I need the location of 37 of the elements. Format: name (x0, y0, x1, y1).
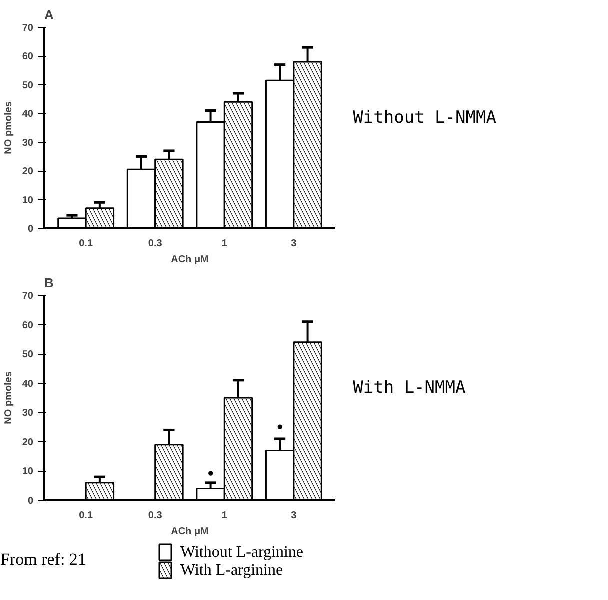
y-axis-title: NO pmoles (3, 371, 14, 424)
x-tick-label: 1 (222, 510, 228, 522)
y-tick-label: 30 (22, 138, 34, 149)
y-tick-label: 20 (22, 437, 34, 448)
y-tick-label: 60 (22, 52, 34, 63)
legend-label: Without L-arginine (180, 544, 304, 561)
y-tick-label: 10 (22, 466, 34, 478)
y-tick-label: 20 (22, 166, 34, 178)
x-tick-label: 0.1 (79, 238, 94, 250)
y-tick-label: 40 (22, 109, 34, 120)
annotation: • (206, 464, 216, 484)
y-tick-label: 40 (22, 378, 34, 390)
x-tick-label: 0.1 (79, 510, 94, 522)
x-tick-label: 1 (222, 238, 228, 250)
y-tick-label: 70 (22, 291, 34, 302)
chart-title: B (44, 276, 54, 290)
x-tick-label: 3 (291, 510, 298, 522)
y-tick-label: 0 (28, 496, 34, 507)
text: Without L-NMMA (353, 108, 496, 128)
y-axis-title: NO pmoles (3, 101, 14, 154)
y-tick-label: 70 (22, 23, 34, 34)
text: From ref: 21 (0, 550, 86, 569)
y-tick-label: 0 (28, 224, 34, 235)
y-tick-label: 60 (22, 320, 34, 332)
legend-label: With L-arginine (180, 562, 284, 579)
y-tick-label: 30 (22, 408, 34, 420)
x-tick-label: 0.3 (148, 238, 163, 250)
x-axis-title: ACh μM (171, 254, 209, 266)
x-tick-label: 0.3 (148, 510, 163, 522)
y-tick-label: 50 (22, 80, 34, 92)
x-tick-label: 3 (291, 238, 298, 250)
chart-title: A (44, 8, 54, 22)
x-axis-title: ACh μM (171, 526, 209, 538)
text: With L-NMMA (353, 378, 466, 398)
y-tick-label: 50 (22, 350, 34, 361)
y-tick-label: 10 (22, 195, 34, 206)
annotation: • (275, 418, 285, 437)
